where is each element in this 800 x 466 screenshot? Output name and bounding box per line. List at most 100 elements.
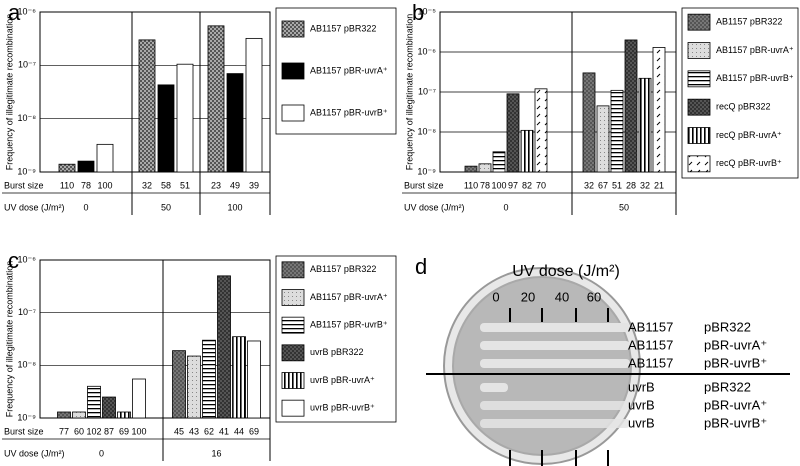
plasmid-label: pBR-uvrA⁺	[704, 337, 767, 352]
bar	[157, 84, 175, 173]
burst-size: 100	[491, 180, 506, 190]
y-tick-label: 10⁻⁸	[17, 360, 36, 370]
row-label: Burst size	[404, 180, 444, 190]
bar	[57, 411, 71, 419]
bar	[624, 39, 638, 173]
bar	[247, 340, 261, 419]
burst-size: 32	[142, 180, 152, 190]
legend-label: uvrB pBR-uvrB⁺	[310, 403, 375, 413]
burst-size: 100	[97, 180, 112, 190]
burst-size: 102	[86, 426, 101, 436]
panel-letter: c	[8, 248, 19, 273]
x-tick-label: 50	[619, 202, 629, 212]
legend-swatch	[281, 344, 305, 362]
panel-letter: b	[412, 0, 424, 25]
legend-swatch	[281, 104, 305, 122]
streak	[480, 383, 508, 392]
x-tick-label: 0	[503, 202, 508, 212]
legend-swatch	[687, 42, 711, 59]
bar	[226, 73, 244, 173]
y-tick-label: 10⁻⁹	[17, 166, 36, 176]
burst-size: 110	[60, 180, 74, 190]
burst-size: 58	[161, 180, 171, 190]
burst-size: 78	[480, 180, 490, 190]
legend-swatch	[281, 399, 305, 417]
burst-size: 49	[230, 180, 240, 190]
y-tick-label: 10⁻⁸	[417, 126, 436, 136]
row-label: Burst size	[4, 426, 44, 436]
x-tick-label: 50	[161, 202, 171, 212]
burst-size: 82	[522, 180, 532, 190]
row-label: Burst size	[4, 180, 44, 190]
x-axis-label: UV dose (J/m²)	[4, 448, 65, 458]
legend-label: AB1157 pBR-uvrA⁺	[716, 45, 794, 55]
bar	[582, 72, 596, 173]
legend-swatch	[687, 155, 711, 173]
y-tick-label: 10⁻⁷	[418, 86, 436, 96]
burst-size: 41	[219, 426, 229, 436]
legend-label: AB1157 pBR322	[310, 264, 376, 274]
strain-label: AB1157	[628, 355, 673, 370]
legend-label: AB1157 pBR-uvrB⁺	[310, 320, 388, 330]
plot-frame	[439, 11, 677, 173]
bar	[138, 39, 156, 173]
plasmid-label: pBR-uvrB⁺	[704, 415, 767, 430]
bar	[202, 339, 216, 419]
dose-label: 20	[521, 289, 535, 304]
y-axis-label: Frequency of illegitimate recombination	[404, 14, 414, 171]
legend-swatch	[281, 62, 305, 80]
bar	[77, 160, 95, 173]
streak	[480, 341, 630, 350]
x-axis-label: UV dose (J/m²)	[4, 202, 65, 212]
bar	[96, 143, 114, 173]
bar	[245, 37, 263, 173]
burst-size: 28	[626, 180, 636, 190]
y-tick-label: 10⁻⁵	[418, 6, 437, 16]
burst-size: 77	[59, 426, 69, 436]
y-tick-label: 10⁻⁹	[17, 412, 36, 422]
bar	[207, 25, 225, 173]
bar	[132, 378, 146, 419]
bar	[506, 93, 520, 173]
plasmid-label: pBR322	[704, 319, 751, 334]
streak	[480, 401, 630, 410]
bar	[464, 165, 478, 173]
bar	[610, 89, 624, 173]
legend-frame	[681, 7, 799, 179]
bar	[172, 350, 186, 419]
x-tick-label: 16	[211, 448, 221, 458]
burst-size: 67	[598, 180, 608, 190]
legend-swatch	[687, 70, 711, 88]
plate-title: UV dose (J/m²)	[512, 263, 620, 280]
bar	[596, 105, 610, 173]
burst-size: 51	[180, 180, 190, 190]
y-tick-label: 10⁻⁶	[18, 6, 37, 16]
legend-label: AB1157 pBR322	[310, 23, 376, 33]
legend-label: recQ pBR-uvrA⁺	[716, 130, 782, 140]
panel-letter: a	[8, 0, 21, 25]
legend-label: AB1157 pBR-uvrB⁺	[716, 73, 794, 83]
y-tick-label: 10⁻⁷	[18, 307, 36, 317]
legend-swatch	[687, 13, 711, 31]
strain-label: uvrB	[628, 397, 655, 412]
y-tick-label: 10⁻⁶	[18, 254, 37, 264]
burst-size: 62	[204, 426, 214, 436]
plasmid-label: pBR322	[704, 379, 751, 394]
y-tick-label: 10⁻⁹	[417, 166, 436, 176]
legend-swatch	[281, 316, 305, 334]
x-tick-label: 0	[99, 448, 104, 458]
bar	[187, 355, 201, 419]
burst-size: 43	[189, 426, 199, 436]
legend-label: recQ pBR-uvrB⁺	[716, 158, 782, 168]
strain-label: uvrB	[628, 379, 655, 394]
burst-size: 45	[174, 426, 184, 436]
burst-size: 32	[584, 180, 594, 190]
burst-size: 69	[249, 426, 259, 436]
streak	[480, 359, 630, 368]
burst-size: 78	[81, 180, 91, 190]
bar	[534, 88, 548, 173]
burst-size: 32	[640, 180, 650, 190]
burst-size: 97	[508, 180, 518, 190]
bar	[492, 151, 506, 173]
